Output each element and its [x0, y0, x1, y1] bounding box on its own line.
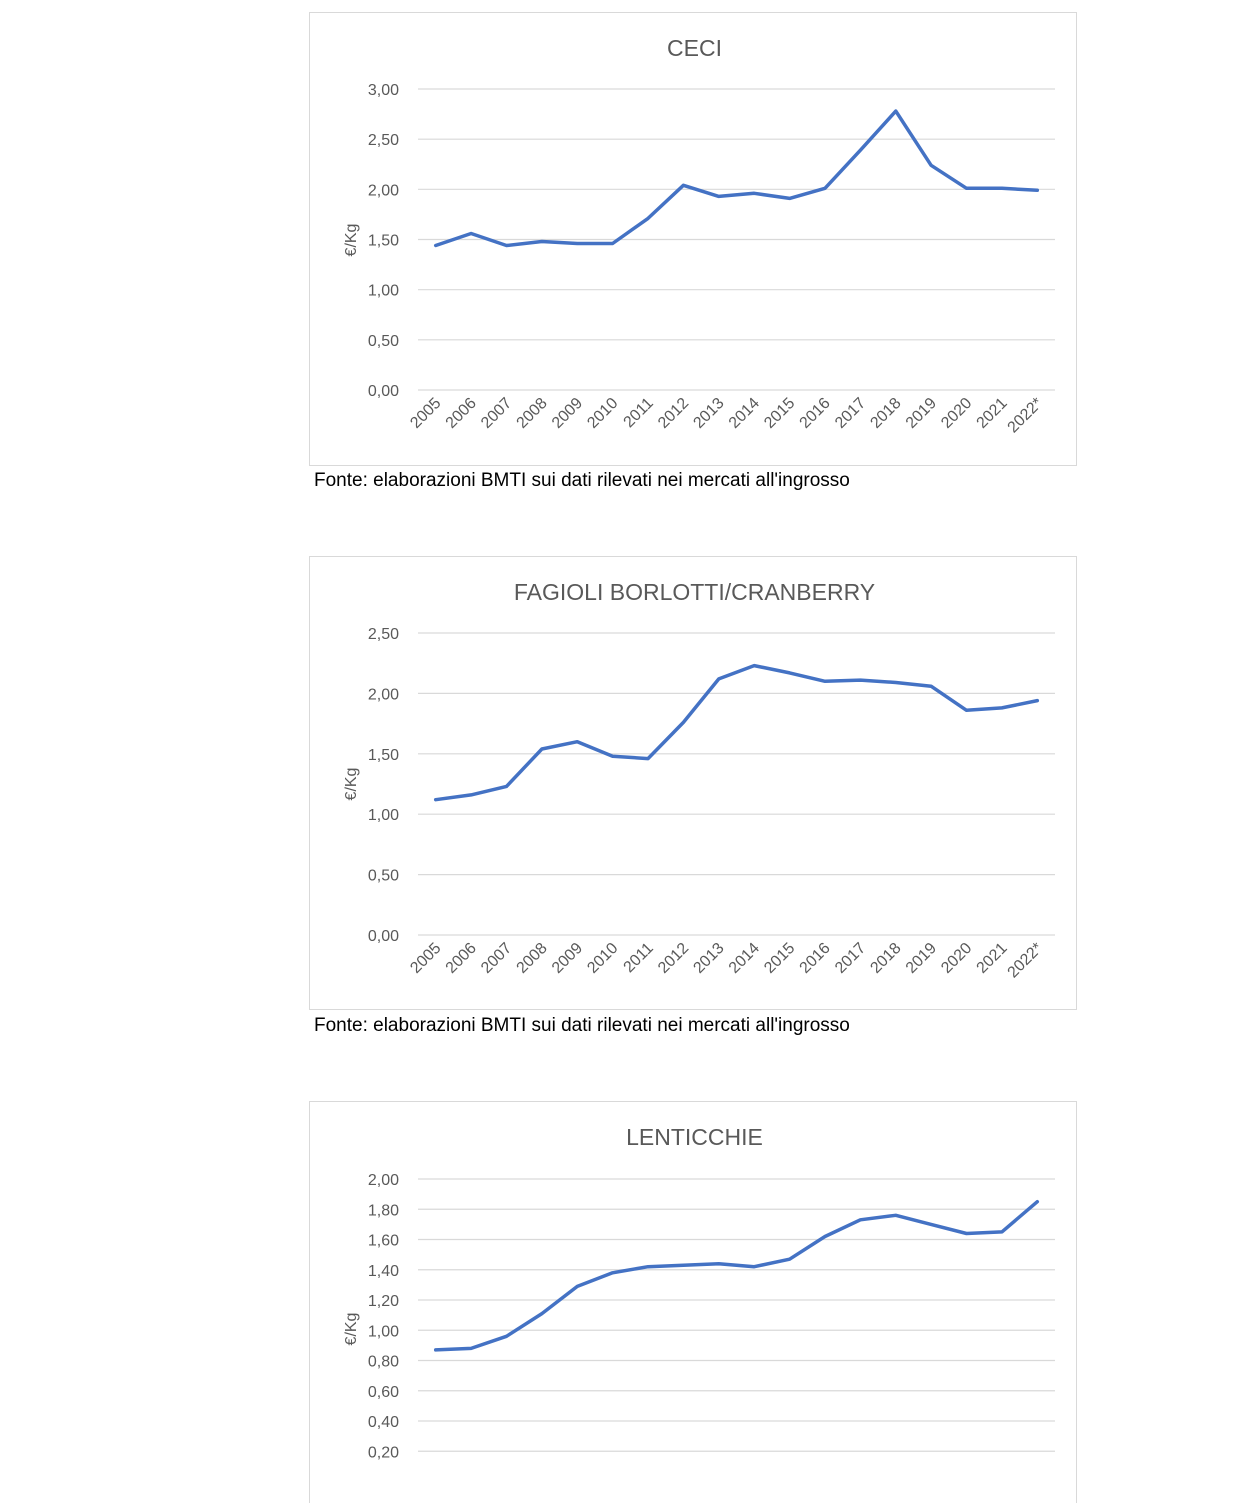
- chart-title: FAGIOLI BORLOTTI/CRANBERRY: [514, 579, 875, 605]
- x-tick-label: 2016: [797, 395, 834, 432]
- series-line: [433, 1199, 1040, 1352]
- x-tick-label: 2007: [478, 395, 515, 432]
- y-tick-label: 0,80: [368, 1354, 399, 1371]
- y-tick-label: 1,00: [368, 807, 399, 824]
- y-tick-label: 1,00: [368, 1323, 399, 1340]
- chart-fagioli: FAGIOLI BORLOTTI/CRANBERRY €/Kg 0,00 0,50 1,…: [309, 556, 1077, 1010]
- x-tick-label: 2014: [726, 395, 763, 432]
- x-tick-label: 2020: [938, 395, 975, 432]
- x-tick-label: 2009: [549, 940, 586, 977]
- x-tick-label: 2007: [478, 940, 515, 977]
- y-tick-label: 2,00: [368, 182, 399, 199]
- x-tick-label: 2018: [867, 395, 904, 432]
- chart-title: CECI: [667, 35, 722, 61]
- chart-ceci: CECI €/Kg 0,00 0,50 1,00 1,50 2,00 2,50 3,00 2005…: [309, 12, 1077, 466]
- y-tick-label: 0,40: [368, 1414, 399, 1431]
- x-tick-label: 2017: [832, 940, 869, 977]
- y-tick-label: 3,00: [368, 82, 399, 99]
- y-tick-label: 1,80: [368, 1202, 399, 1219]
- y-tick-label: 1,50: [368, 747, 399, 764]
- x-tick-label: 2015: [761, 940, 798, 977]
- y-tick-label: 0,50: [368, 868, 399, 885]
- chart-lenticchie-svg: LENTICCHIE €/Kg 0,20 0,40 0,60 0,80 1,00 1,20 1,…: [343, 1124, 1055, 1461]
- x-tick-label: 2013: [690, 940, 727, 977]
- y-tick-label: 0,60: [368, 1384, 399, 1401]
- y-tick-label: 0,20: [368, 1444, 399, 1461]
- y-tick-label: 1,40: [368, 1263, 399, 1280]
- chart-title: LENTICCHIE: [626, 1124, 763, 1150]
- chart-ceci-source: Fonte: elaborazioni BMTI sui dati rileva…: [314, 470, 850, 491]
- y-tick-label: 0,00: [368, 928, 399, 945]
- x-tick-label: 2020: [938, 940, 975, 977]
- y-tick-label: 1,50: [368, 233, 399, 250]
- x-tick-label: 2022*: [1005, 940, 1047, 982]
- x-tick-label: 2022*: [1005, 395, 1047, 437]
- x-tick-label: 2009: [549, 395, 586, 432]
- x-tick-label: 2012: [655, 940, 692, 977]
- x-tick-label: 2010: [584, 940, 621, 977]
- x-tick-label: 2017: [832, 395, 869, 432]
- y-tick-label: 0,50: [368, 333, 399, 350]
- y-tick-label: 2,00: [368, 1172, 399, 1189]
- y-tick-label: 0,00: [368, 383, 399, 400]
- x-tick-label: 2011: [621, 395, 657, 431]
- chart-lenticchie: LENTICCHIE €/Kg 0,20 0,40 0,60 0,80 1,00 1,20 1,…: [309, 1101, 1077, 1503]
- x-tick-label: 2019: [903, 395, 940, 432]
- y-tick-label: 1,00: [368, 283, 399, 300]
- y-tick-label: 1,60: [368, 1233, 399, 1250]
- series-line: [433, 663, 1040, 802]
- x-tick-label: 2015: [761, 395, 798, 432]
- chart-fagioli-source: Fonte: elaborazioni BMTI sui dati rileva…: [314, 1015, 850, 1036]
- x-tick-label: 2005: [407, 395, 444, 432]
- y-axis-label: €/Kg: [343, 224, 360, 257]
- x-tick-label: 2010: [584, 395, 621, 432]
- x-tick-label: 2016: [797, 940, 834, 977]
- y-tick-label: 2,50: [368, 132, 399, 149]
- x-tick-label: 2005: [407, 940, 444, 977]
- x-tick-label: 2006: [443, 940, 480, 977]
- y-axis-label: €/Kg: [343, 1313, 360, 1346]
- y-tick-label: 2,50: [368, 626, 399, 643]
- x-tick-label: 2019: [903, 940, 940, 977]
- chart-fagioli-svg: FAGIOLI BORLOTTI/CRANBERRY €/Kg 0,00 0,50 1,…: [343, 579, 1055, 982]
- y-axis-label: €/Kg: [343, 768, 360, 801]
- x-tick-label: 2014: [726, 940, 763, 977]
- x-tick-label: 2011: [621, 940, 657, 976]
- x-tick-label: 2008: [514, 940, 551, 977]
- x-tick-label: 2013: [690, 395, 727, 432]
- x-tick-label: 2018: [867, 940, 904, 977]
- chart-ceci-svg: CECI €/Kg 0,00 0,50 1,00 1,50 2,00 2,50 3,00 2005…: [343, 35, 1055, 437]
- x-tick-label: 2008: [514, 395, 551, 432]
- x-tick-label: 2012: [655, 395, 692, 432]
- y-tick-label: 1,20: [368, 1293, 399, 1310]
- x-tick-label: 2006: [443, 395, 480, 432]
- y-tick-label: 2,00: [368, 686, 399, 703]
- series-line: [433, 109, 1040, 248]
